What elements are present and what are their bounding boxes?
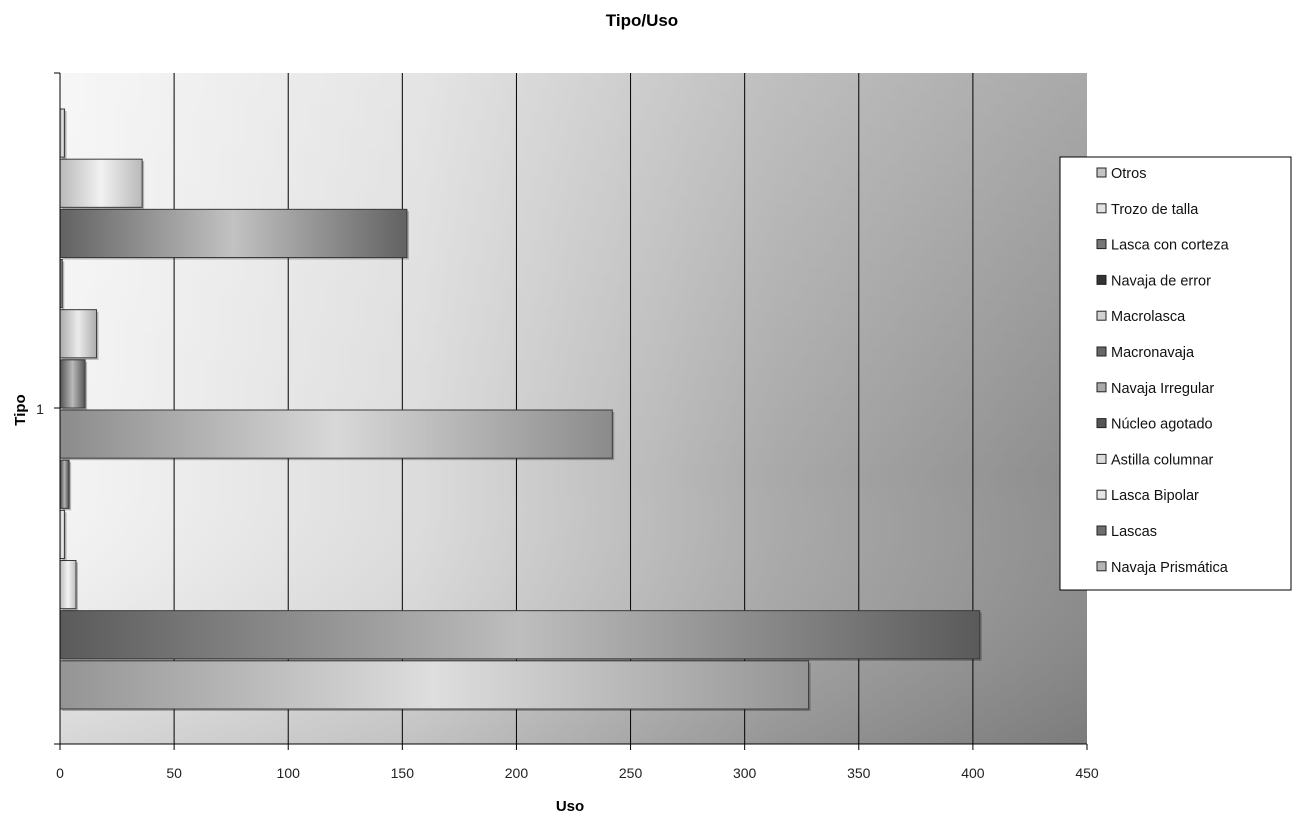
x-tick-label: 200 [505, 765, 529, 781]
legend-swatch [1096, 239, 1107, 250]
bar [59, 309, 98, 359]
legend-label: Trozo de talla [1111, 202, 1199, 218]
bar [59, 108, 66, 158]
legend-label: Astilla columnar [1111, 452, 1214, 468]
bar [59, 560, 77, 610]
x-axis-title: Uso [556, 798, 584, 815]
x-tick-label: 0 [56, 765, 64, 781]
legend-label: Navaja de error [1111, 273, 1211, 289]
y-axis-title: Tipo [12, 394, 29, 425]
legend-label: Lasca Bipolar [1111, 488, 1199, 504]
x-tick-label: 350 [847, 765, 871, 781]
x-tick-label: 250 [619, 765, 643, 781]
bar-shadow [62, 261, 65, 310]
legend-label: Otros [1111, 166, 1146, 182]
bar [59, 459, 70, 509]
x-tick-label: 50 [166, 765, 182, 781]
chart-title: Tipo/Uso [606, 11, 678, 30]
legend-swatch [1096, 418, 1107, 429]
legend-label: Navaja Prismática [1111, 560, 1229, 576]
legend-label: Lascas [1111, 524, 1157, 540]
x-tick-label: 400 [961, 765, 985, 781]
bar [59, 208, 408, 258]
x-tick-labels: 0 50 100 150 200 250 300 350 400 450 [56, 765, 1099, 781]
legend-label: Navaja Irregular [1111, 381, 1214, 397]
x-tick-label: 100 [277, 765, 301, 781]
legend-label: Núcleo agotado [1111, 417, 1213, 433]
bars [59, 108, 982, 711]
x-tick-label: 150 [391, 765, 415, 781]
bar [59, 359, 86, 409]
axes [54, 72, 1088, 750]
bar [59, 158, 143, 208]
legend-swatch [1096, 310, 1107, 321]
legend-swatch [1096, 525, 1107, 536]
legend-swatch [1096, 274, 1107, 285]
bar [59, 610, 981, 660]
bar [59, 409, 613, 459]
legend-label: Macronavaja [1111, 345, 1195, 361]
legend-label: Macrolasca [1111, 309, 1186, 325]
legend-label: Lasca con corteza [1111, 238, 1230, 254]
x-tick-label: 450 [1075, 765, 1099, 781]
legend-swatch [1096, 382, 1107, 393]
legend-swatch [1096, 203, 1107, 214]
legend-box [1059, 156, 1292, 591]
legend-swatch [1096, 453, 1107, 464]
bar [59, 660, 810, 710]
legend-swatch [1096, 561, 1107, 572]
bar [59, 509, 66, 560]
x-tick-label: 300 [733, 765, 757, 781]
legend-swatch [1096, 489, 1107, 500]
legend-swatch [1096, 167, 1107, 178]
legend-swatch [1096, 346, 1107, 357]
y-tick-label: 1 [36, 401, 44, 417]
legend: Otros Trozo de talla Lasca con corteza Nava… [1059, 156, 1292, 591]
